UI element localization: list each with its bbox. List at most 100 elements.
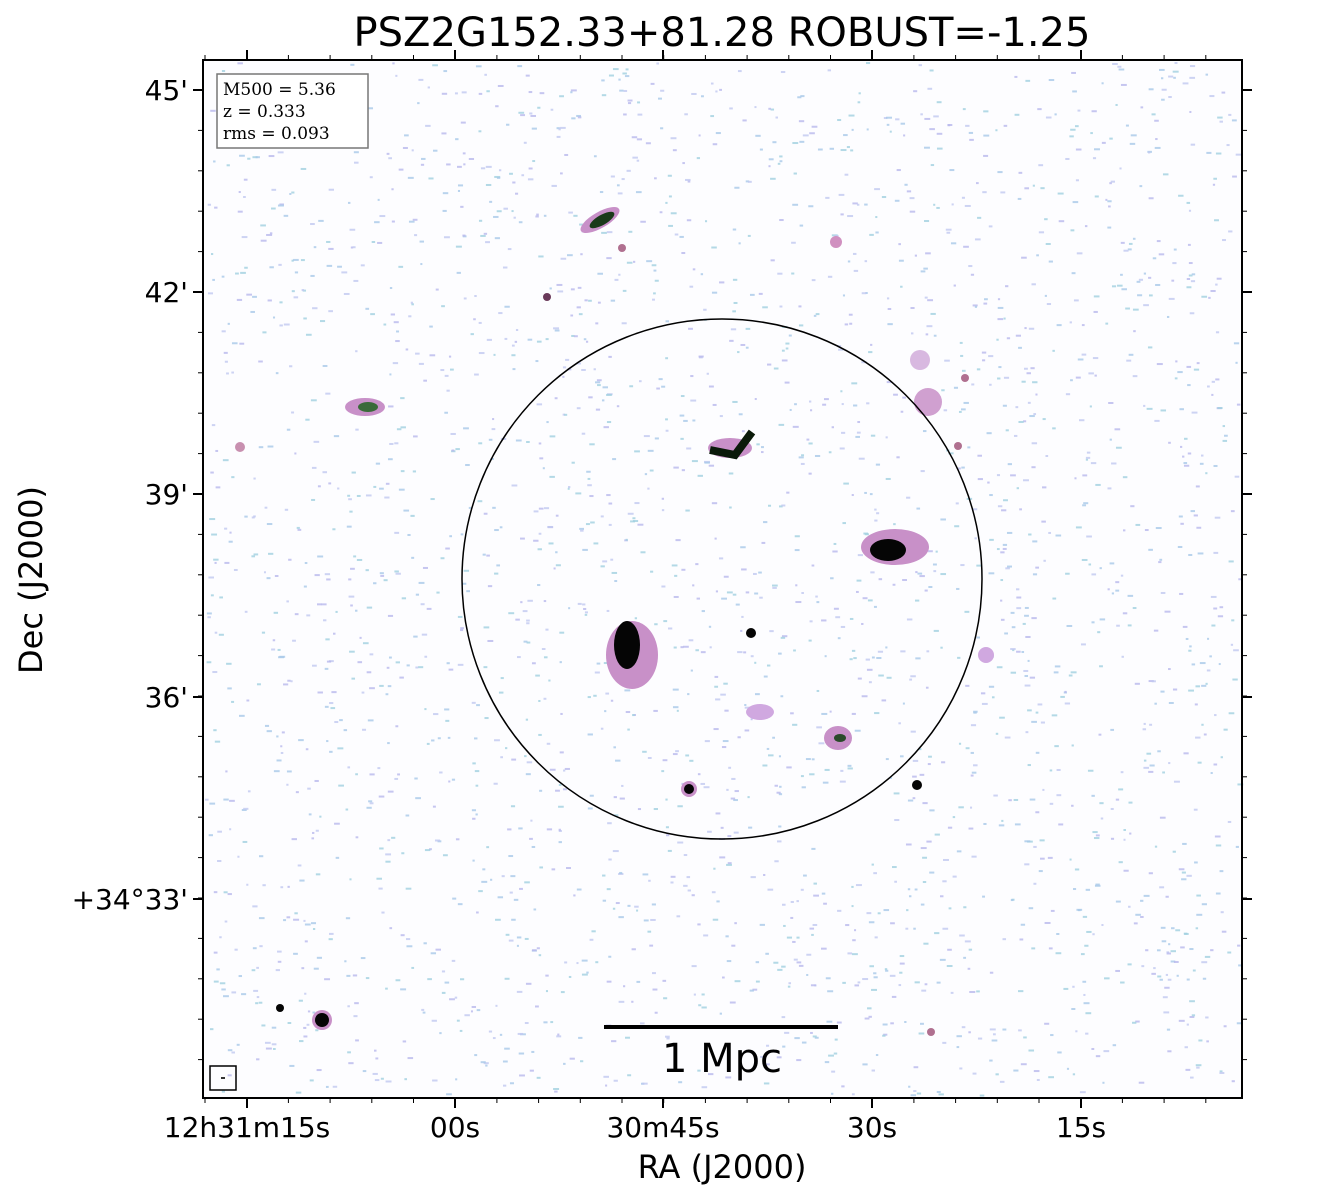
speckle (338, 784, 344, 787)
speckle (1121, 655, 1124, 658)
speckle (546, 828, 553, 831)
speckle (637, 523, 644, 526)
speckle (841, 431, 846, 434)
speckle (885, 477, 891, 480)
speckle (421, 157, 426, 160)
speckle (1019, 938, 1024, 941)
speckle (496, 176, 501, 179)
speckle (910, 1094, 917, 1097)
speckle (483, 626, 490, 629)
speckle (1046, 303, 1052, 306)
speckle (715, 132, 721, 135)
speckle (772, 584, 778, 587)
speckle (1219, 606, 1224, 609)
speckle (1179, 592, 1184, 595)
speckle (291, 259, 294, 262)
speckle (974, 537, 977, 540)
speckle (869, 233, 874, 236)
speckle (560, 172, 563, 175)
speckle (292, 639, 296, 642)
speckle (554, 397, 558, 400)
speckle (1045, 455, 1049, 458)
speckle (586, 470, 591, 473)
speckle (962, 108, 966, 111)
speckle (582, 603, 586, 606)
speckle (700, 651, 706, 654)
speckle (833, 542, 837, 545)
speckle (411, 303, 414, 306)
speckle (1042, 486, 1047, 489)
speckle (394, 777, 399, 780)
speckle (599, 191, 604, 194)
speckle (710, 115, 715, 118)
speckle (1083, 1002, 1090, 1005)
speckle (968, 827, 974, 830)
speckle (670, 881, 674, 884)
speckle (1196, 1066, 1200, 1069)
speckle (916, 507, 921, 510)
speckle (1228, 712, 1235, 715)
speckle (350, 246, 354, 249)
speckle (867, 599, 873, 602)
speckle (871, 656, 875, 659)
speckle (392, 62, 395, 65)
speckle (838, 193, 845, 196)
speckle (349, 510, 353, 513)
speckle (1091, 110, 1097, 113)
speckle (265, 1047, 272, 1050)
speckle (754, 661, 757, 664)
speckle (577, 116, 582, 119)
speckle (1099, 802, 1104, 805)
speckle (658, 378, 663, 381)
speckle (1210, 949, 1214, 952)
title: PSZ2G152.33+81.28 ROBUST=-1.25 (354, 10, 1091, 56)
speckle (773, 961, 779, 964)
speckle (1153, 967, 1156, 970)
speckle (297, 528, 302, 531)
speckle (1180, 946, 1185, 949)
speckle (1092, 357, 1099, 360)
speckle (548, 542, 554, 545)
speckle (719, 415, 723, 418)
speckle (894, 199, 900, 202)
speckle (868, 1015, 872, 1018)
speckle (1003, 499, 1008, 502)
speckle (606, 888, 611, 891)
speckle (581, 973, 588, 976)
speckle (626, 261, 633, 264)
speckle (760, 1055, 765, 1058)
speckle (493, 782, 498, 785)
speckle (1058, 220, 1065, 223)
speckle (729, 1001, 736, 1004)
speckle (355, 836, 359, 839)
x-tick-label: 30m45s (606, 1111, 719, 1144)
speckle (237, 62, 243, 65)
speckle (973, 711, 977, 714)
speckle (362, 728, 367, 731)
speckle (520, 601, 523, 604)
speckle (971, 771, 977, 774)
speckle (326, 660, 332, 663)
speckle (883, 1033, 888, 1036)
speckle (811, 933, 814, 936)
speckle (791, 241, 796, 244)
speckle (1120, 83, 1127, 86)
y-tick-label: 45' (145, 74, 188, 107)
speckle (1092, 157, 1097, 160)
speckle (1002, 404, 1007, 407)
speckle (1122, 476, 1128, 479)
speckle (825, 196, 830, 199)
speckle (758, 571, 762, 574)
speckle (898, 259, 904, 262)
speckle (933, 629, 939, 632)
speckle (1033, 1070, 1040, 1073)
speckle (664, 1035, 670, 1038)
speckle (1082, 980, 1087, 983)
speckle (464, 1014, 470, 1017)
speckle (443, 236, 450, 239)
speckle (1115, 103, 1118, 106)
speckle (1024, 840, 1031, 843)
speckle (594, 671, 600, 674)
speckle (1161, 940, 1167, 943)
speckle (614, 580, 618, 583)
